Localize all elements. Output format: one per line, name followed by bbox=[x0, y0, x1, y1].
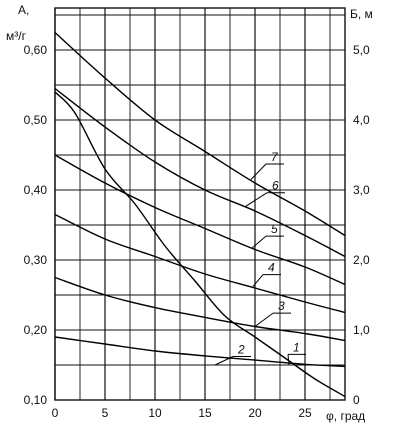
curve-label-3: 3 bbox=[278, 299, 285, 313]
left-tick-label: 0,30 bbox=[24, 253, 48, 267]
x-tick-label: 10 bbox=[148, 406, 162, 420]
curve-label-7: 7 bbox=[271, 150, 279, 164]
grid bbox=[54, 7, 346, 401]
curve-label-6: 6 bbox=[272, 179, 279, 193]
tick-labels: 0,10 0,20 0,30 0,40 0,50 0,60 0 1,0 2,0 3,0 4,0 5,0… bbox=[24, 43, 370, 420]
left-axis-title-line1: А, bbox=[18, 3, 29, 17]
x-tick-label: 25 bbox=[298, 406, 312, 420]
right-tick-label: 1,0 bbox=[353, 323, 370, 337]
series-line-7 bbox=[54, 31, 346, 237]
leader-line-5 bbox=[251, 235, 267, 249]
leader-line-6 bbox=[244, 192, 268, 208]
curve-label-5: 5 bbox=[271, 222, 278, 236]
leader-line-7 bbox=[250, 163, 267, 180]
series-line-3 bbox=[54, 276, 346, 342]
left-tick-label: 0,60 bbox=[24, 43, 48, 57]
leader-line-3 bbox=[254, 312, 274, 327]
left-axis-title-line2: м³/г bbox=[6, 29, 27, 43]
series-line-2 bbox=[54, 336, 346, 368]
right-axis-title: Б, м bbox=[350, 7, 373, 21]
series-line-1 bbox=[54, 91, 346, 398]
x-tick-label: 0 bbox=[52, 406, 59, 420]
x-tick-label: 15 bbox=[198, 406, 212, 420]
curve-label-4: 4 bbox=[268, 261, 275, 275]
leader-line-2 bbox=[214, 356, 234, 366]
curve-labels: 1 2 3 4 5 6 7 bbox=[214, 150, 306, 366]
curve-label-2: 2 bbox=[237, 343, 245, 357]
x-tick-label: 20 bbox=[248, 406, 262, 420]
series-line-4 bbox=[54, 213, 346, 314]
leader-line-1 bbox=[287, 354, 290, 366]
left-tick-label: 0,40 bbox=[24, 183, 48, 197]
left-tick-label: 0,50 bbox=[24, 113, 48, 127]
series-group bbox=[54, 31, 346, 398]
right-tick-label: 4,0 bbox=[353, 113, 370, 127]
right-tick-label: 3,0 bbox=[353, 183, 370, 197]
right-tick-label: 5,0 bbox=[353, 43, 370, 57]
curve-label-1: 1 bbox=[293, 340, 300, 354]
series-line-5 bbox=[54, 154, 346, 286]
left-tick-label: 0,20 bbox=[24, 323, 48, 337]
x-axis-title: φ, град bbox=[326, 409, 365, 423]
left-tick-label: 0,10 bbox=[24, 393, 48, 407]
right-tick-label: 2,0 bbox=[353, 253, 370, 267]
leader-line-4 bbox=[252, 274, 264, 287]
series-line-6 bbox=[54, 87, 346, 258]
x-tick-label: 5 bbox=[102, 406, 109, 420]
right-tick-label: 0 bbox=[353, 393, 360, 407]
plot-frame bbox=[54, 7, 346, 401]
